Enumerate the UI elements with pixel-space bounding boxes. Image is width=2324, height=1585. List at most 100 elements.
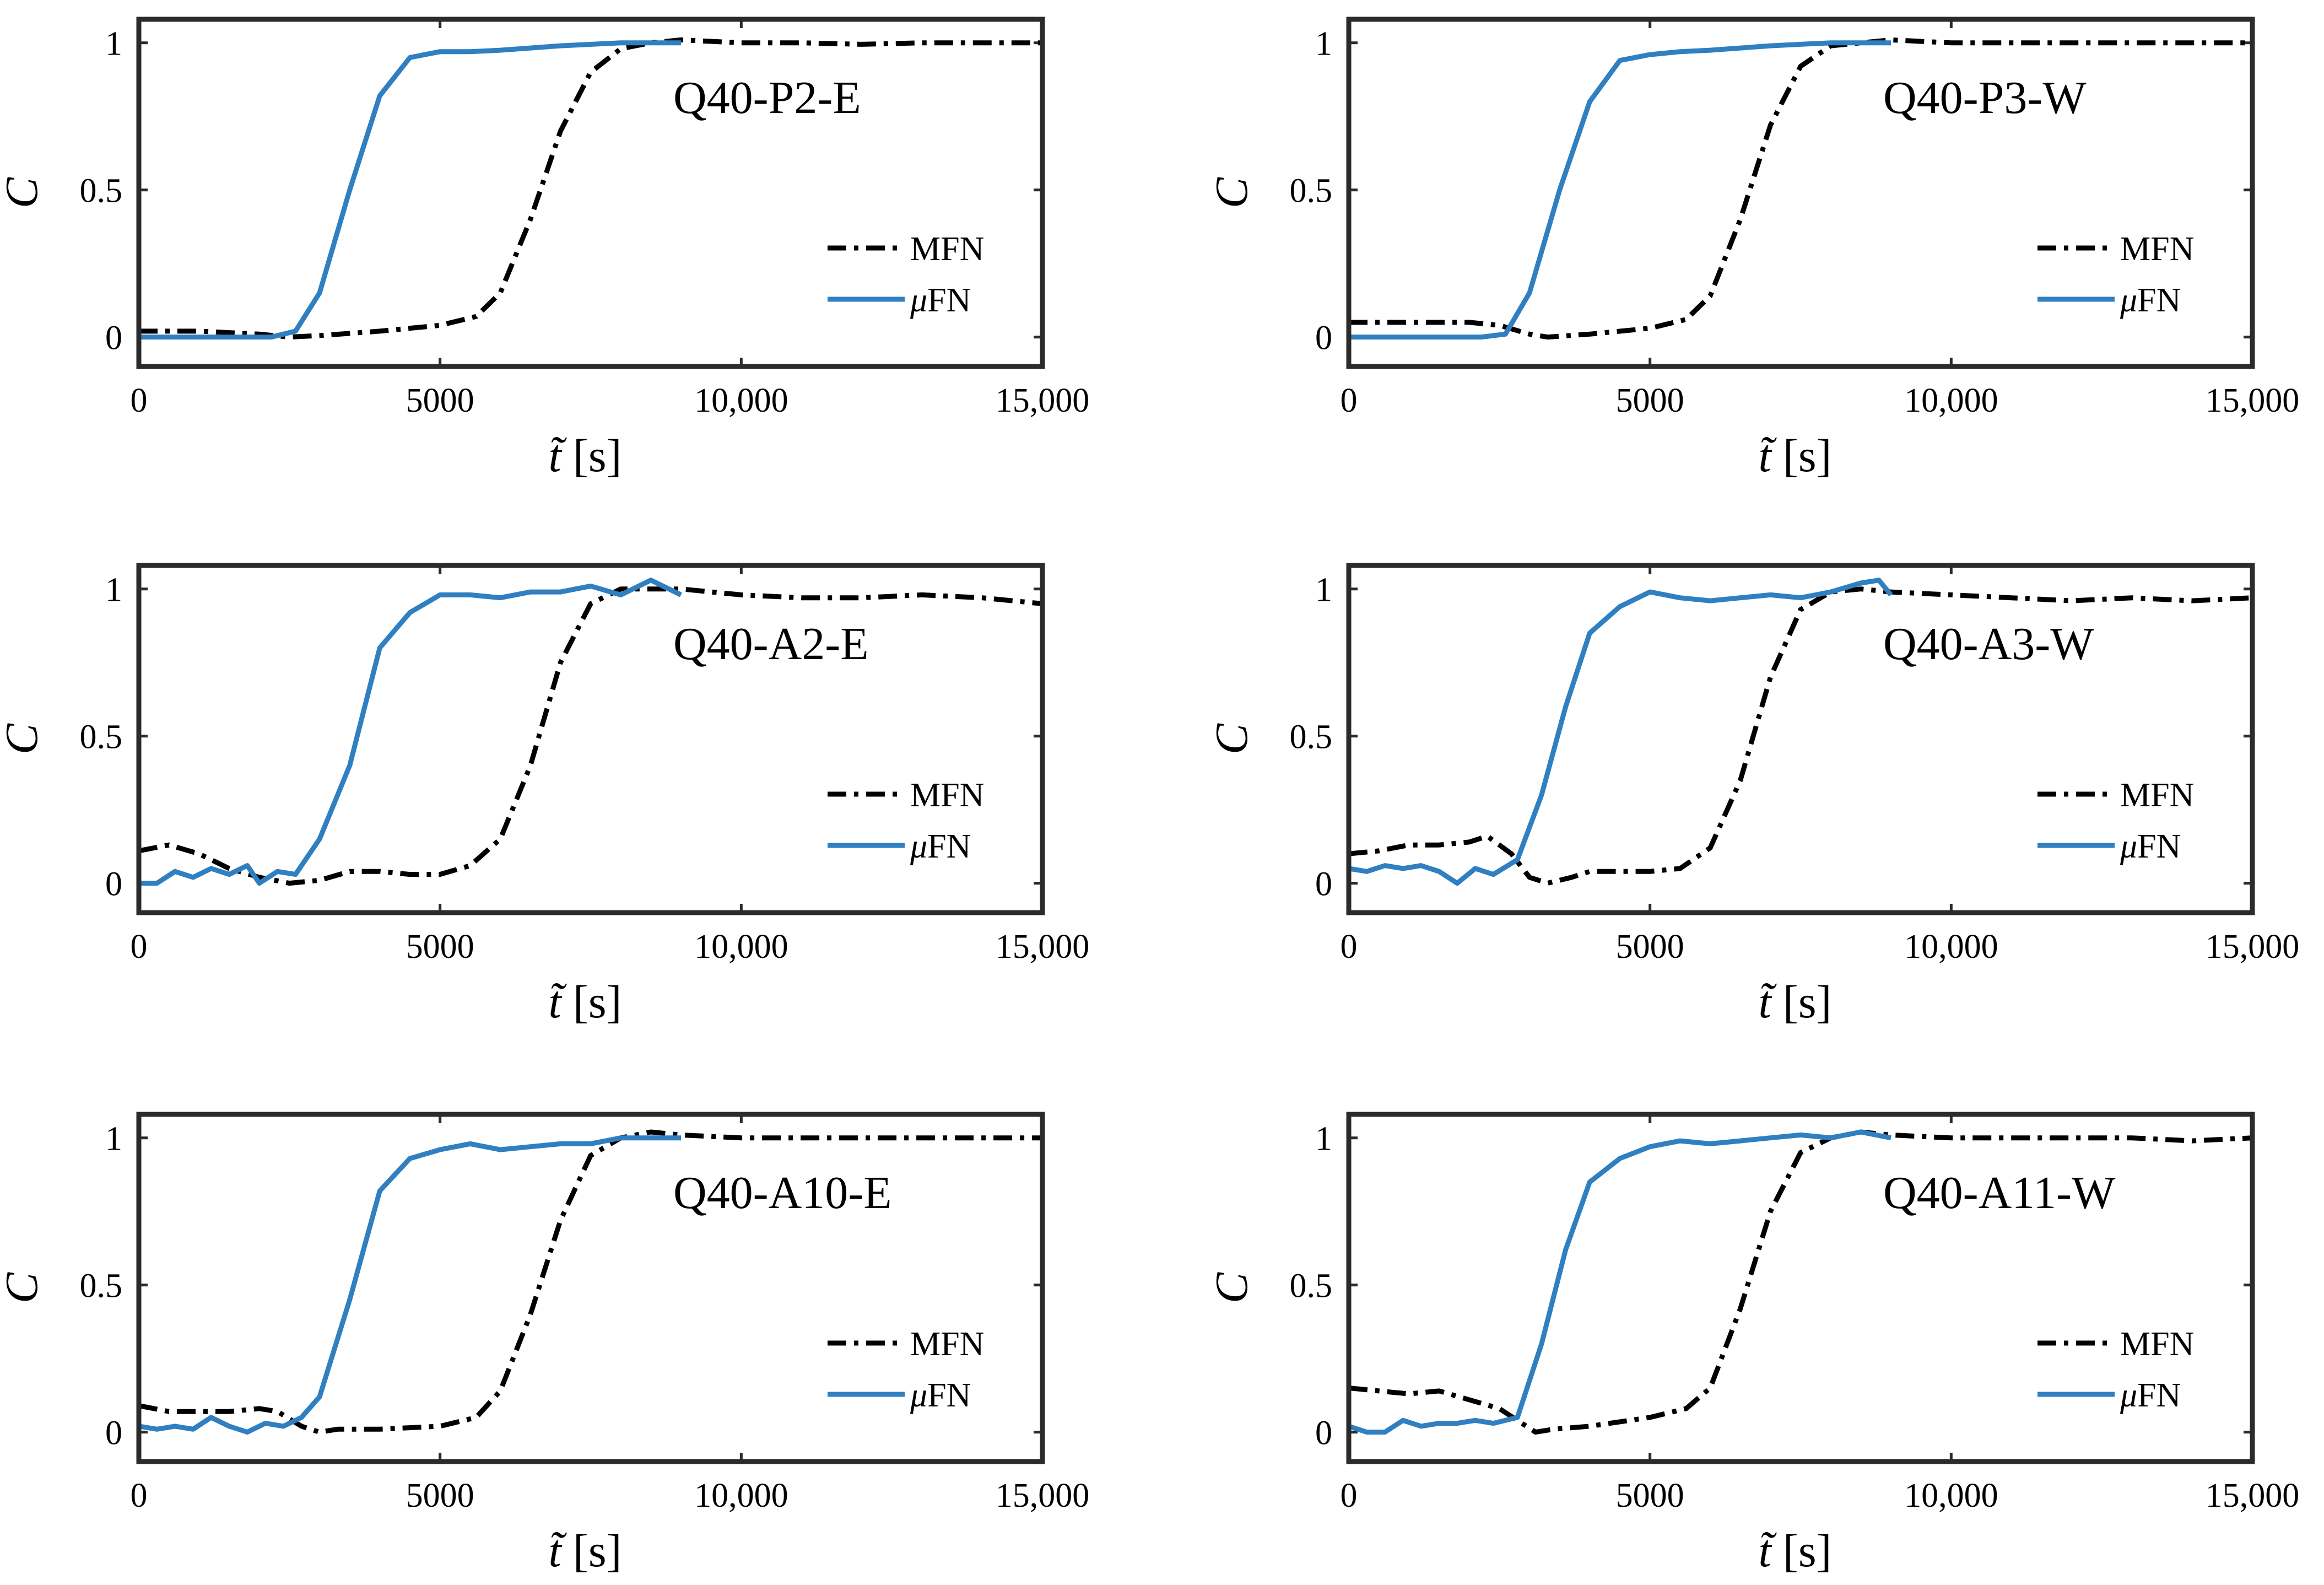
y-tick-label: 0.5 <box>80 719 123 756</box>
y-tick-label: 0.5 <box>80 1268 123 1305</box>
chart-panel-q40-p3-w: 0 5000 10,000 15,000 0 0.5 1 t̃ [s] C Q40-P3-W MFN… <box>1206 17 2300 482</box>
chart-panel-q40-a3-w: 0 5000 10,000 15,000 0 0.5 1 t̃ [s] C Q40-A3-W MFN… <box>1206 563 2300 1028</box>
legend-label-ufn: μFN <box>910 282 971 319</box>
plot-frame <box>136 563 1045 915</box>
legend-ufn-rest: FN <box>927 828 971 865</box>
y-tick-label: 0 <box>1315 866 1332 903</box>
x-tick-label: 10,000 <box>694 928 788 966</box>
x-axis-label: t̃ [s] <box>1759 1525 1832 1577</box>
x-axis-unit: [s] <box>561 1525 622 1577</box>
legend-ufn-rest: FN <box>927 282 971 319</box>
series-line-mfn <box>139 37 1042 340</box>
y-tick-label: 0.5 <box>1290 719 1333 756</box>
x-axis-unit: [s] <box>1771 1525 1832 1577</box>
plot-area <box>139 19 1042 366</box>
y-tick-label: 1 <box>105 1120 122 1158</box>
x-tick-label: 5000 <box>1616 382 1684 419</box>
x-tick-label: 15,000 <box>996 928 1090 966</box>
x-axis-unit: [s] <box>1771 430 1832 482</box>
plot-frame <box>136 1112 1045 1464</box>
x-tick-label: 15,000 <box>2206 1477 2300 1514</box>
plot-frame <box>1346 563 2255 915</box>
x-tick-label: 0 <box>131 382 148 419</box>
series-line-mfn <box>1349 37 2252 340</box>
y-tick-label: 0.5 <box>1290 1268 1333 1305</box>
y-tick-label: 1 <box>105 25 122 63</box>
series-line-ufn <box>1349 578 1893 886</box>
x-tick-label: 0 <box>131 928 148 966</box>
legend-mu-symbol: μ <box>2120 828 2137 865</box>
legend-mu-symbol: μ <box>910 828 927 865</box>
legend-label-mfn: MFN <box>2120 1325 2194 1363</box>
y-axis-label: C <box>0 1272 47 1303</box>
panel-title: Q40-A11-W <box>1883 1167 2116 1219</box>
plot-area <box>139 1114 1042 1462</box>
series-line-ufn <box>1349 40 1891 340</box>
y-tick-label: 0.5 <box>80 172 123 210</box>
y-axis-label: C <box>0 177 47 208</box>
legend-label-ufn: μFN <box>2120 282 2181 319</box>
x-axis-unit: [s] <box>561 977 622 1028</box>
x-axis-label: t̃ [s] <box>549 1525 622 1577</box>
x-tick-label: 5000 <box>406 382 474 419</box>
plot-area <box>1349 19 2252 366</box>
series-line-mfn <box>139 586 1042 886</box>
x-tick-label: 10,000 <box>1904 928 1998 966</box>
x-tick-label: 5000 <box>1616 1477 1684 1514</box>
x-axis-label: t̃ [s] <box>549 430 622 482</box>
legend-label-mfn: MFN <box>2120 230 2194 268</box>
y-tick-label: 1 <box>105 572 122 609</box>
legend-label-ufn: μFN <box>910 828 971 865</box>
legend-mu-symbol: μ <box>2120 1377 2137 1414</box>
y-tick-label: 0 <box>1315 1415 1332 1452</box>
x-axis-unit: [s] <box>561 430 622 482</box>
x-axis-label: t̃ [s] <box>1759 977 1832 1028</box>
x-tick-label: 0 <box>131 1477 148 1514</box>
plot-area <box>1349 565 2252 913</box>
panel-title: Q40-A10-E <box>673 1167 892 1219</box>
legend-ufn-rest: FN <box>2137 828 2181 865</box>
series-line-ufn <box>139 1135 681 1435</box>
x-tick-label: 15,000 <box>2206 928 2300 966</box>
legend-mu-symbol: μ <box>910 1377 927 1414</box>
x-tick-label: 10,000 <box>1904 1477 1998 1514</box>
y-axis-label: C <box>1206 1272 1257 1303</box>
y-axis-label: C <box>0 723 47 754</box>
panel-title: Q40-P2-E <box>673 72 861 123</box>
legend-label-mfn: MFN <box>910 777 984 814</box>
x-tick-label: 5000 <box>406 928 474 966</box>
series-line-ufn <box>139 40 681 340</box>
x-tick-label: 15,000 <box>996 382 1090 419</box>
legend-ufn-rest: FN <box>2137 1377 2181 1414</box>
x-tick-label: 5000 <box>1616 928 1684 966</box>
x-tick-label: 0 <box>1341 1477 1358 1514</box>
y-tick-label: 1 <box>1315 25 1332 63</box>
legend-ufn-rest: FN <box>2137 282 2181 319</box>
panel-title: Q40-P3-W <box>1883 72 2087 123</box>
chart-panel-q40-a2-e: 0 5000 10,000 15,000 0 0.5 1 t̃ [s] C Q40-A2-E MFN… <box>0 563 1090 1028</box>
series-line-ufn <box>1349 1129 1891 1435</box>
legend-label-ufn: μFN <box>2120 828 2181 865</box>
panel-title: Q40-A2-E <box>673 618 869 670</box>
x-tick-label: 5000 <box>406 1477 474 1514</box>
x-axis-label: t̃ [s] <box>549 977 622 1028</box>
series-line-mfn <box>1349 586 2252 886</box>
y-tick-label: 0 <box>1315 320 1332 357</box>
legend-label-ufn: μFN <box>2120 1377 2181 1414</box>
plot-frame <box>1346 1112 2255 1464</box>
x-tick-label: 15,000 <box>2206 382 2300 419</box>
y-tick-label: 1 <box>1315 572 1332 609</box>
x-axis-unit: [s] <box>1771 977 1832 1028</box>
legend-label-mfn: MFN <box>2120 777 2194 814</box>
x-tick-label: 10,000 <box>694 1477 788 1514</box>
series-line-mfn <box>1349 1129 2252 1435</box>
legend-label-mfn: MFN <box>910 1325 984 1363</box>
y-tick-label: 0 <box>105 320 122 357</box>
y-tick-label: 0 <box>105 1415 122 1452</box>
legend-label-mfn: MFN <box>910 230 984 268</box>
plot-area <box>1349 1114 2252 1462</box>
legend-ufn-rest: FN <box>927 1377 971 1414</box>
y-axis-label: C <box>1206 723 1257 754</box>
legend-mu-symbol: μ <box>2120 282 2137 319</box>
